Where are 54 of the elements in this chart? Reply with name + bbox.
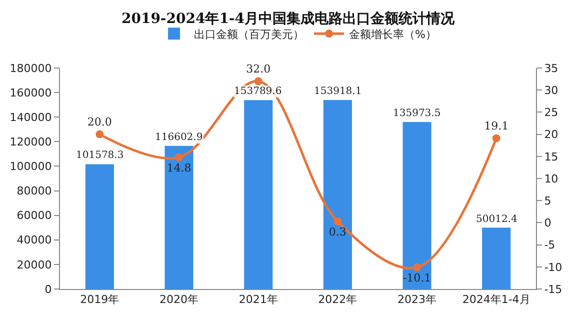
x-tick-label: 2023年 xyxy=(398,293,436,306)
y2-tick-label: 5 xyxy=(544,194,552,208)
y-tick-label: 120000 xyxy=(10,136,52,149)
y-tick-label: 40000 xyxy=(16,234,52,247)
data-label: 153918.1 xyxy=(314,86,362,97)
bar xyxy=(402,122,432,289)
y2-tick-label: 0 xyxy=(544,216,552,230)
x-tick-label: 2021年 xyxy=(238,293,278,306)
y-tick-label: 140000 xyxy=(10,110,52,124)
y2-tick-label: 10 xyxy=(544,172,558,186)
data-label: 50012.4 xyxy=(476,214,518,225)
data-label: 101578.3 xyxy=(76,150,124,161)
point xyxy=(96,130,104,138)
bar xyxy=(323,100,352,289)
y2-tick-label: 20 xyxy=(544,128,558,142)
point xyxy=(492,134,500,142)
y-tick-label: 20000 xyxy=(16,258,52,272)
bar xyxy=(244,100,273,289)
legend-label: 金额增长率（%） xyxy=(349,28,436,41)
data-label: 19.1 xyxy=(484,120,509,133)
x-tick-label: 2020年 xyxy=(160,293,198,306)
legend-label: 出口金额（百万美元） xyxy=(194,28,304,41)
point xyxy=(175,153,183,162)
chart-title: 2019-2024年1-4月中国集成电路出口金额统计情况 xyxy=(121,10,456,27)
x-tick-label: 2019年 xyxy=(80,293,120,306)
data-label: 116602.9 xyxy=(155,132,203,143)
y-tick-label: 80000 xyxy=(16,184,52,198)
bar xyxy=(482,228,511,289)
data-label: 0.3 xyxy=(328,226,346,239)
x-tick-label: 2024年1-4月 xyxy=(462,293,530,306)
data-label: 32.0 xyxy=(246,62,271,76)
y2-tick-label: -5 xyxy=(544,238,556,252)
data-label: 20.0 xyxy=(87,116,112,129)
y2-tick-label: 35 xyxy=(544,62,558,75)
y-tick-label: 160000 xyxy=(10,86,52,100)
data-label: 153789.6 xyxy=(234,86,282,97)
y2-tick-label: 25 xyxy=(544,106,558,120)
y2-tick-label: -15 xyxy=(544,282,562,296)
y2-tick-label: 15 xyxy=(544,150,558,164)
y-tick-label: 180000 xyxy=(10,62,52,75)
point xyxy=(334,217,342,226)
y2-tick-label: 30 xyxy=(544,84,558,97)
bar xyxy=(164,146,194,289)
y-tick-label: 0 xyxy=(44,282,52,296)
data-label: -10.1 xyxy=(402,272,432,285)
y-tick-label: 60000 xyxy=(16,209,52,222)
y-tick-label: 100000 xyxy=(10,160,52,174)
point xyxy=(413,263,421,272)
y2-tick-label: -10 xyxy=(544,260,562,274)
data-label: 135973.5 xyxy=(393,108,441,119)
x-tick-label: 2022年 xyxy=(318,293,358,306)
data-label: 14.8 xyxy=(166,162,192,175)
point xyxy=(254,77,262,86)
bar xyxy=(85,164,114,289)
